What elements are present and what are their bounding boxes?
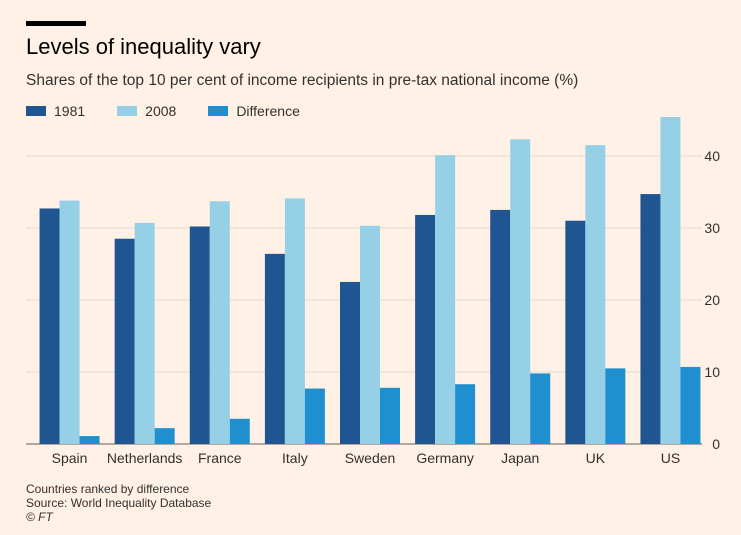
bar-uk-1981 <box>565 220 586 444</box>
bar-japan-difference <box>530 373 551 444</box>
y-tick-label-40: 40 <box>704 148 720 164</box>
legend-swatch-1981 <box>26 106 46 116</box>
bar-sweden-2008 <box>360 225 380 444</box>
bar-japan-1981 <box>490 209 511 444</box>
bar-spain-2008 <box>59 200 80 444</box>
bar-france-difference <box>229 418 250 444</box>
bar-us-2008 <box>660 117 681 444</box>
legend-item-1981: 1981 <box>26 103 85 119</box>
y-tick-label-10: 10 <box>704 364 720 380</box>
bar-spain-1981 <box>39 208 60 444</box>
legend-label-difference: Difference <box>236 103 300 119</box>
bar-italy-1981 <box>264 253 285 444</box>
legend-label-1981: 1981 <box>54 103 86 119</box>
footer-source: Source: World Inequality Database <box>26 496 212 510</box>
bar-italy-2008 <box>284 198 305 444</box>
bar-netherlands-1981 <box>114 238 135 444</box>
y-tick-label-0: 0 <box>712 436 720 452</box>
footer-note: Countries ranked by difference <box>26 482 190 496</box>
bar-spain-difference <box>79 436 100 444</box>
x-tick-label-us: US <box>661 450 680 466</box>
x-tick-label-sweden: Sweden <box>345 450 396 466</box>
x-tick-label-france: France <box>198 450 242 466</box>
bar-sweden-difference <box>380 387 400 444</box>
bar-netherlands-2008 <box>134 222 155 444</box>
bar-netherlands-difference <box>154 428 175 444</box>
bar-us-1981 <box>640 194 661 444</box>
legend-item-difference: Difference <box>208 103 300 119</box>
bar-france-1981 <box>189 226 210 444</box>
bar-germany-1981 <box>415 214 436 444</box>
bar-germany-difference <box>455 384 476 444</box>
x-tick-label-germany: Germany <box>416 450 474 466</box>
bar-france-2008 <box>209 201 230 444</box>
chart-title: Levels of inequality vary <box>26 34 261 59</box>
y-tick-label-30: 30 <box>704 220 720 236</box>
bar-uk-2008 <box>585 145 606 444</box>
x-tick-label-netherlands: Netherlands <box>107 450 183 466</box>
legend-swatch-difference <box>208 106 229 116</box>
legend-label-2008: 2008 <box>145 103 177 119</box>
x-tick-label-spain: Spain <box>52 450 88 466</box>
bar-italy-difference <box>304 388 325 444</box>
brand-bar <box>26 21 86 26</box>
x-tick-label-uk: UK <box>586 450 606 466</box>
legend-item-2008: 2008 <box>117 103 176 119</box>
bar-uk-difference <box>605 368 626 444</box>
bar-germany-2008 <box>435 155 456 444</box>
footer-credit: © FT <box>26 510 53 524</box>
y-tick-label-20: 20 <box>704 292 720 308</box>
bar-japan-2008 <box>510 139 531 445</box>
chart-footer: Countries ranked by difference Source: W… <box>26 482 211 524</box>
x-tick-label-japan: Japan <box>501 450 539 466</box>
bar-sweden-1981 <box>340 281 360 444</box>
x-tick-label-italy: Italy <box>282 450 308 466</box>
legend-swatch-2008 <box>117 106 138 116</box>
chart-subtitle: Shares of the top 10 per cent of income … <box>26 72 579 89</box>
legend: 1981 2008 Difference <box>26 103 332 119</box>
bar-us-difference <box>680 366 701 444</box>
